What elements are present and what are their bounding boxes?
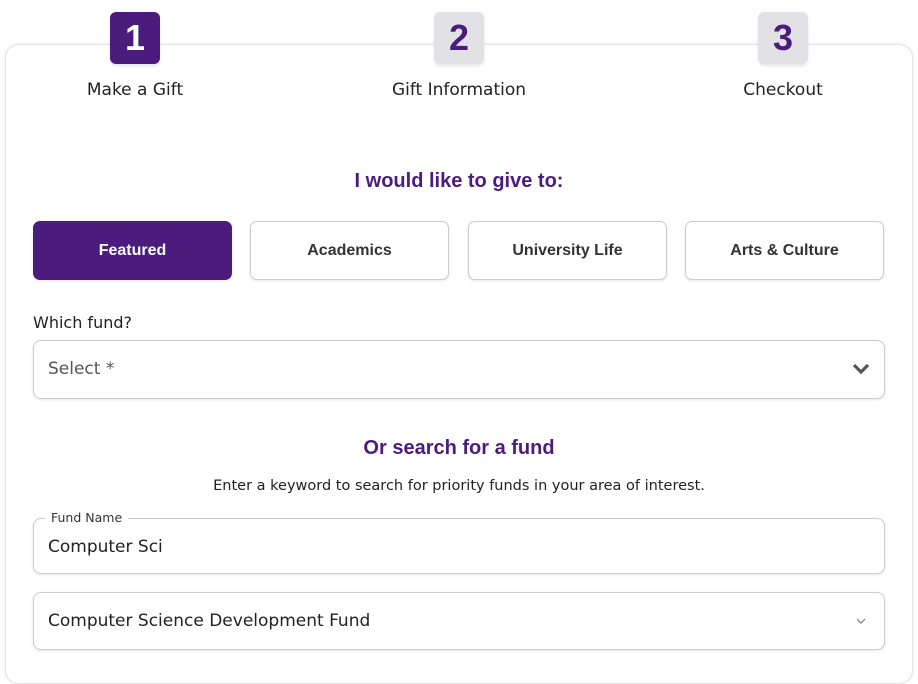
fund-name-label: Fund Name <box>45 510 129 525</box>
give-heading: I would like to give to: <box>354 170 564 192</box>
chevron-down-icon <box>852 363 870 375</box>
chevron-down-icon <box>856 618 866 624</box>
step-label: Gift Information <box>391 80 527 100</box>
step-number: 1 <box>110 12 160 64</box>
search-heading: Or search for a fund <box>363 437 555 459</box>
fund-result-select[interactable]: Computer Science Development Fund <box>33 592 885 650</box>
step-make-a-gift: 1 Make a Gift <box>35 12 235 100</box>
tab-university-life[interactable]: University Life <box>468 221 667 280</box>
tab-academics[interactable]: Academics <box>250 221 449 280</box>
step-gift-information: 2 Gift Information <box>359 12 559 100</box>
fund-name-value: Computer Sci <box>48 537 163 557</box>
tab-featured[interactable]: Featured <box>33 221 232 280</box>
fund-select-value: Select * <box>48 359 115 379</box>
step-label: Checkout <box>743 80 823 100</box>
step-number: 3 <box>758 12 808 64</box>
fund-select[interactable]: Select * <box>33 340 885 399</box>
step-number: 2 <box>434 12 484 64</box>
search-description: Enter a keyword to search for priority f… <box>213 478 705 494</box>
fund-result-value: Computer Science Development Fund <box>48 611 371 631</box>
step-checkout: 3 Checkout <box>683 12 883 100</box>
step-label: Make a Gift <box>86 80 184 100</box>
fund-name-input[interactable]: Computer Sci <box>33 518 885 574</box>
tab-arts-culture[interactable]: Arts & Culture <box>685 221 884 280</box>
which-fund-label: Which fund? <box>33 313 132 332</box>
